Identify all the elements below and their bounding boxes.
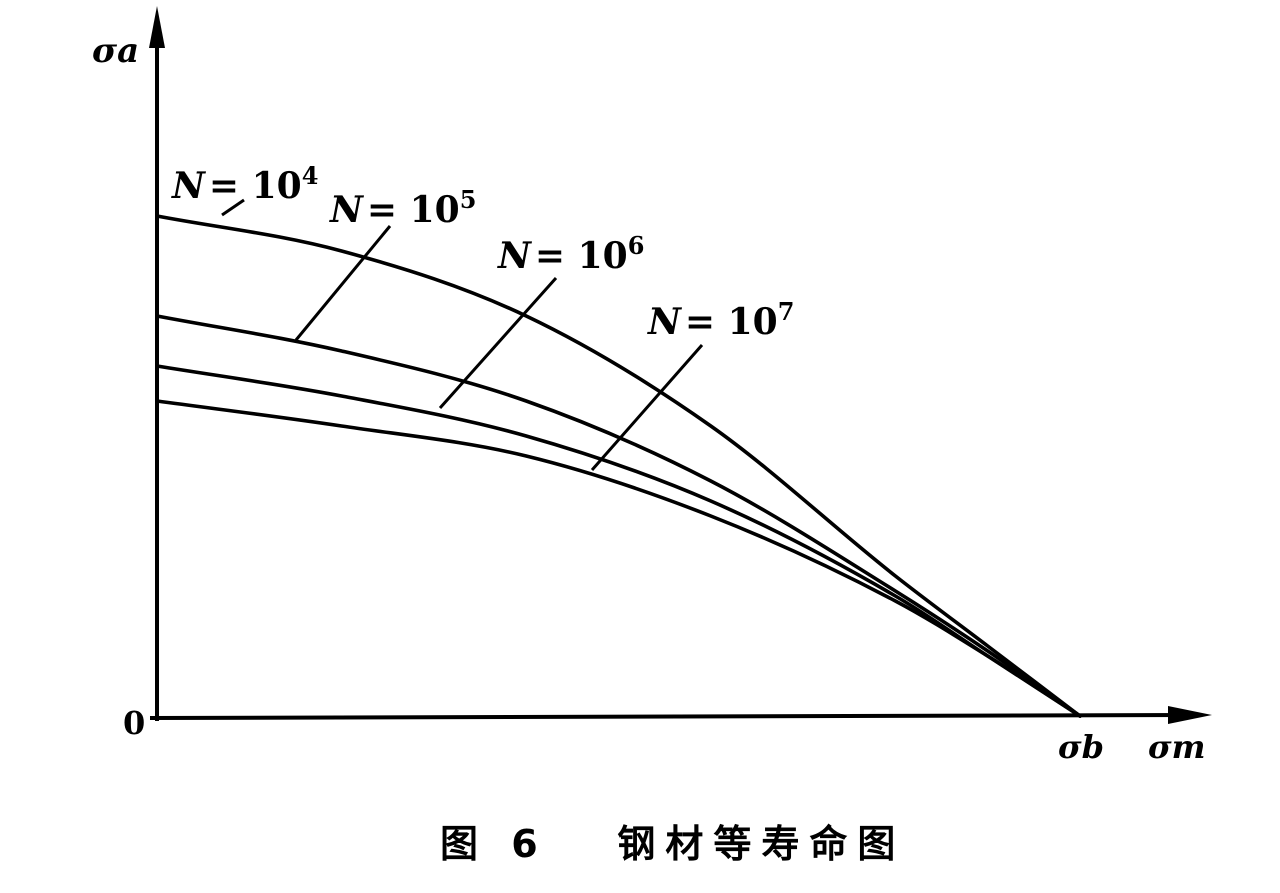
origin-label: 0 [123,704,145,742]
x-marker-label: σb [1058,728,1104,766]
x-axis-arrow [1168,706,1212,724]
x-axis-label: σm [1148,728,1205,766]
series-leader-1 [221,198,245,217]
series-label-2: N = 105 [329,185,476,231]
series-label-3: N = 106 [497,231,644,277]
figure-caption: 图 6 钢材等寿命图 [440,822,905,866]
series-leader-4 [590,344,704,471]
series-line-2 [155,314,1082,718]
series-line-4 [155,399,1082,718]
series-label-1: N = 104 [171,161,318,207]
y-axis-label: σa [92,31,139,71]
series-leaders [221,198,704,471]
series-curves [155,214,1082,718]
series-line-1 [155,214,1082,718]
y-axis-arrow [149,6,165,48]
series-leader-3 [438,277,558,409]
x-axis [149,713,1191,720]
series-label-4: N = 107 [647,297,794,343]
series-leader-2 [294,225,392,341]
